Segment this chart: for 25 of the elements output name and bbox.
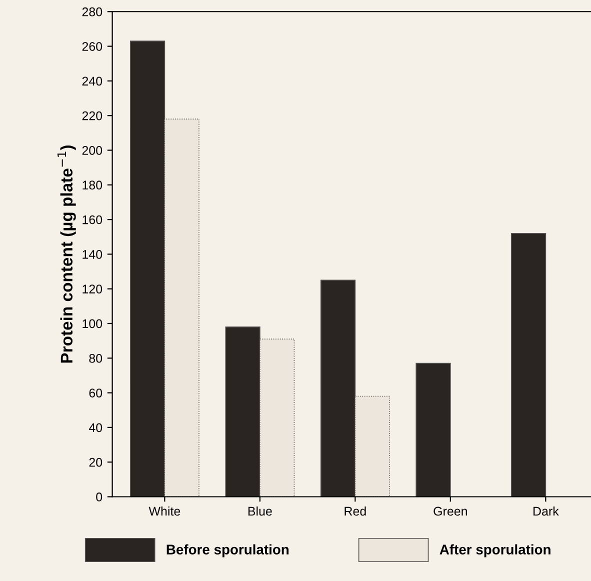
- y-tick-label: 160: [82, 215, 102, 224]
- y-tick-label: 40: [88, 423, 102, 432]
- y-tick-label: 100: [82, 319, 102, 328]
- bar: [416, 362, 451, 497]
- y-tick-label: 120: [82, 284, 102, 294]
- bar: [510, 232, 546, 497]
- x-tick-label: Blue: [248, 506, 272, 516]
- y-tick-label: 140: [82, 250, 102, 259]
- x-tick-label: Green: [434, 506, 467, 516]
- y-tick-label: 280: [82, 7, 102, 16]
- y-tick-label: 0: [96, 492, 102, 502]
- legend-label: After sporulation: [440, 544, 550, 558]
- y-tick-label: 180: [82, 180, 102, 190]
- y-tick-label: 200: [82, 146, 102, 155]
- x-tick-label: White: [148, 506, 180, 516]
- y-tick-label: 20: [89, 458, 102, 467]
- x-tick-label: Dark: [534, 506, 559, 516]
- y-tick-label: 260: [82, 42, 102, 51]
- y-axis-title: Protein content (µg plate$^{−1}$): [57, 146, 76, 363]
- y-tick-label: 80: [89, 354, 102, 363]
- y-tick-label: 60: [89, 388, 102, 398]
- y-tick-label: 220: [82, 111, 102, 120]
- x-tick-label: Red: [344, 506, 366, 516]
- legend-label: Before sporulation: [166, 544, 289, 558]
- y-tick-label: 240: [82, 76, 102, 86]
